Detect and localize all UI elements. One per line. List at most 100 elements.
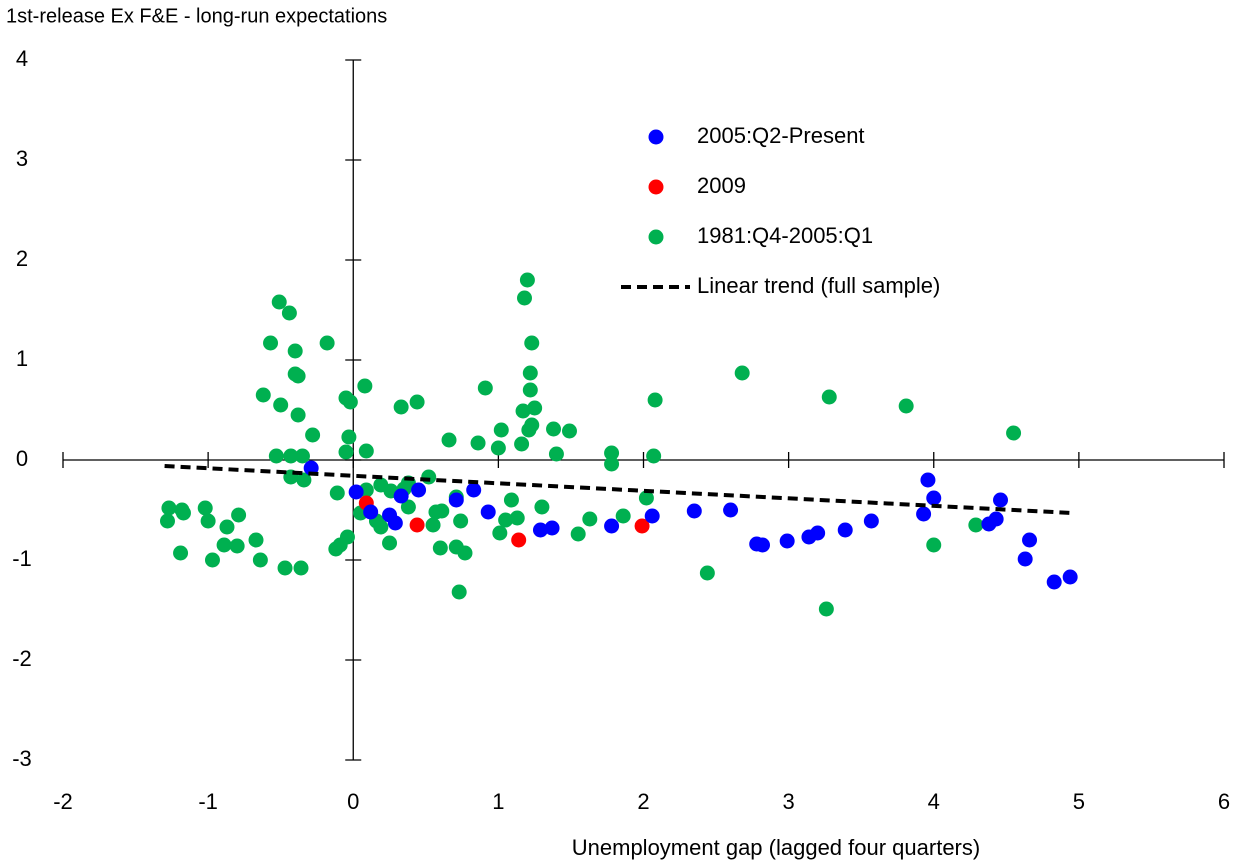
scatter-point <box>159 513 175 529</box>
scatter-point <box>338 444 354 460</box>
scatter-point <box>647 392 663 408</box>
scatter-point <box>755 537 771 553</box>
scatter-point <box>303 460 319 476</box>
scatter-point <box>522 365 538 381</box>
legend-marker <box>648 179 664 195</box>
scatter-point <box>339 529 355 545</box>
scatter-point <box>968 517 984 533</box>
scatter-point <box>219 519 235 535</box>
scatter-point <box>425 517 441 533</box>
scatter-point <box>546 421 562 437</box>
scatter-point <box>514 436 530 452</box>
scatter-point <box>644 508 660 524</box>
scatter-point <box>498 512 514 528</box>
y-tick-label: 0 <box>16 446 28 471</box>
scatter-point <box>522 382 538 398</box>
scatter-point <box>561 423 577 439</box>
scatter-point <box>570 526 586 542</box>
scatter-point <box>283 448 299 464</box>
scatter-point <box>988 511 1004 527</box>
scatter-point <box>493 422 509 438</box>
scatter-point <box>863 513 879 529</box>
x-tick-label: 1 <box>492 789 504 814</box>
scatter-point <box>252 552 268 568</box>
scatter-point <box>451 584 467 600</box>
y-tick-label: -1 <box>12 546 32 571</box>
chart-title: 1st-release Ex F&E - long-run expectatio… <box>6 5 387 27</box>
scatter-point <box>173 545 189 561</box>
legend-label: Linear trend (full sample) <box>697 273 940 298</box>
scatter-point <box>515 403 531 419</box>
scatter-point <box>453 513 469 529</box>
scatter-point <box>293 560 309 576</box>
scatter-point <box>519 272 535 288</box>
scatter-point <box>686 503 702 519</box>
scatter-point <box>818 601 834 617</box>
scatter-point <box>287 343 303 359</box>
scatter-point <box>511 532 527 548</box>
scatter-point <box>503 492 519 508</box>
scatter-point <box>204 552 220 568</box>
scatter-point <box>319 335 335 351</box>
scatter-point <box>516 290 532 306</box>
scatter-point <box>342 394 358 410</box>
scatter-point <box>837 522 853 538</box>
scatter-point <box>920 472 936 488</box>
scatter-point <box>582 511 598 527</box>
scatter-point <box>1022 532 1038 548</box>
scatter-point <box>296 472 312 488</box>
scatter-point <box>993 492 1009 508</box>
scatter-point <box>294 448 310 464</box>
scatter-point <box>255 387 271 403</box>
scatter-point <box>373 519 389 535</box>
scatter-point <box>1006 425 1022 441</box>
scatter-point <box>409 394 425 410</box>
scatter-point <box>509 510 525 526</box>
x-axis-label: Unemployment gap (lagged four quarters) <box>572 835 980 860</box>
scatter-point <box>548 446 564 462</box>
x-tick-label: 4 <box>928 789 940 814</box>
x-tick-label: 3 <box>783 789 795 814</box>
scatter-point <box>604 518 620 534</box>
scatter-point <box>411 482 427 498</box>
scatter-point <box>634 518 650 534</box>
scatter-point <box>1062 569 1078 585</box>
scatter-point <box>544 520 560 536</box>
scatter-point <box>357 378 373 394</box>
scatter-point <box>400 499 416 515</box>
scatter-point <box>615 508 631 524</box>
scatter-point <box>734 365 750 381</box>
scatter-point <box>231 507 247 523</box>
legend-label: 1981:Q4-2005:Q1 <box>697 223 873 248</box>
scatter-point <box>393 399 409 415</box>
scatter-point <box>348 484 364 500</box>
y-tick-label: -3 <box>12 746 32 771</box>
scatter-point <box>305 427 321 443</box>
scatter-point <box>524 335 540 351</box>
scatter-point <box>457 545 473 561</box>
scatter-point <box>387 515 403 531</box>
scatter-point <box>1046 574 1062 590</box>
scatter-point <box>723 502 739 518</box>
y-tick-label: -2 <box>12 646 32 671</box>
scatter-point <box>604 456 620 472</box>
x-tick-label: 6 <box>1218 789 1230 814</box>
scatter-point <box>432 540 448 556</box>
scatter-point <box>161 500 177 516</box>
scatter-point <box>646 448 662 464</box>
scatter-point <box>532 522 548 538</box>
legend-label: 2009 <box>697 173 746 198</box>
scatter-point <box>916 506 932 522</box>
scatter-point <box>197 500 213 516</box>
scatter-point <box>477 380 493 396</box>
scatter-point <box>480 504 496 520</box>
scatter-point <box>216 537 232 553</box>
scatter-point <box>466 482 482 498</box>
scatter-point <box>524 417 540 433</box>
y-tick-label: 3 <box>16 146 28 171</box>
scatter-point <box>329 485 345 501</box>
scatter-point <box>470 435 486 451</box>
scatter-point <box>421 469 437 485</box>
